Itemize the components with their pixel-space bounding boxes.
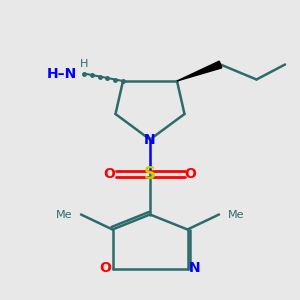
Text: O: O: [99, 262, 111, 275]
Text: S: S: [144, 165, 156, 183]
Text: N: N: [189, 262, 201, 275]
Text: N: N: [144, 133, 156, 146]
Text: O: O: [103, 167, 116, 181]
Polygon shape: [177, 61, 222, 81]
Text: O: O: [184, 167, 196, 181]
Text: H–N: H–N: [46, 67, 76, 80]
Text: Me: Me: [228, 209, 244, 220]
Text: Me: Me: [56, 209, 72, 220]
Text: H: H: [80, 59, 88, 69]
